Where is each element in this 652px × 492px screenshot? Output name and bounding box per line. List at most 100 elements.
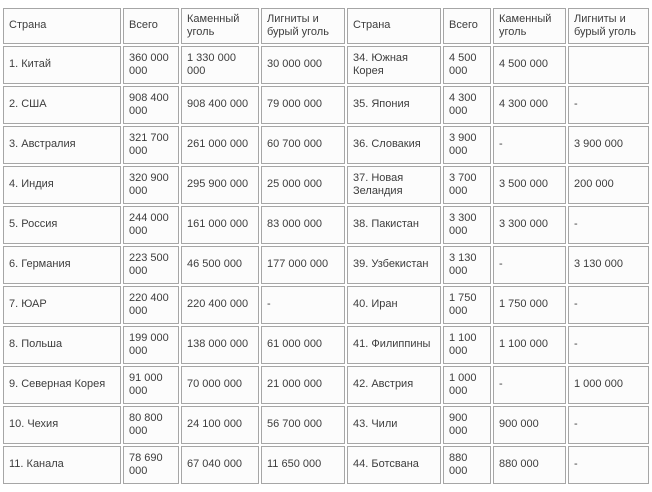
country-cell: 11. Канала xyxy=(3,446,121,484)
lignite-header: Лигниты и бурый уголь xyxy=(261,8,345,44)
lignite-cell: 79 000 000 xyxy=(261,86,345,124)
total-header: Всего xyxy=(123,8,179,44)
country-cell: 3. Австралия xyxy=(3,126,121,164)
lignite-cell: 21 000 000 xyxy=(261,366,345,404)
lignite-cell: 60 700 000 xyxy=(261,126,345,164)
total-cell: 223 500 000 xyxy=(123,246,179,284)
country-cell: 4. Индия xyxy=(3,166,121,204)
lignite-cell: 30 000 000 xyxy=(261,46,345,84)
country-cell: 39. Узбекистан xyxy=(347,246,441,284)
lignite-cell xyxy=(568,46,649,84)
country-cell: 37. Новая Зеландия xyxy=(347,166,441,204)
lignite-cell: 83 000 000 xyxy=(261,206,345,244)
table-row: 6. Германия 223 500 000 46 500 000 177 000 … xyxy=(3,246,649,284)
table-row: 3. Австралия 321 700 000 261 000 000 60 700… xyxy=(3,126,649,164)
country-cell: 1. Китай xyxy=(3,46,121,84)
country-cell: 6. Германия xyxy=(3,246,121,284)
total-cell: 908 400 000 xyxy=(123,86,179,124)
hard-coal-cell: 261 000 000 xyxy=(181,126,259,164)
hard-coal-cell: 138 000 000 xyxy=(181,326,259,364)
total-header: Всего xyxy=(443,8,491,44)
country-cell: 36. Словакия xyxy=(347,126,441,164)
hard-coal-cell: 295 900 000 xyxy=(181,166,259,204)
hard-coal-cell: - xyxy=(493,366,566,404)
country-cell: 42. Австрия xyxy=(347,366,441,404)
table-row: 11. Канала 78 690 000 67 040 000 11 650 000… xyxy=(3,446,649,484)
lignite-cell: - xyxy=(568,286,649,324)
hard-coal-cell: 46 500 000 xyxy=(181,246,259,284)
total-cell: 80 800 000 xyxy=(123,406,179,444)
table-row: 10. Чехия 80 800 000 24 100 000 56 700 000 4… xyxy=(3,406,649,444)
lignite-header: Лигниты и бурый уголь xyxy=(568,8,649,44)
hard-coal-cell: - xyxy=(493,126,566,164)
total-cell: 3 900 000 xyxy=(443,126,491,164)
hard-coal-cell: 67 040 000 xyxy=(181,446,259,484)
lignite-cell: - xyxy=(568,326,649,364)
total-cell: 1 100 000 xyxy=(443,326,491,364)
country-cell: 8. Польша xyxy=(3,326,121,364)
table-row: 1. Китай 360 000 000 1 330 000 000 30 000 0… xyxy=(3,46,649,84)
total-cell: 244 000 000 xyxy=(123,206,179,244)
country-cell: 34. Южная Корея xyxy=(347,46,441,84)
hard-coal-cell: 3 500 000 xyxy=(493,166,566,204)
total-cell: 3 130 000 xyxy=(443,246,491,284)
total-cell: 220 400 000 xyxy=(123,286,179,324)
hard-coal-cell: 880 000 xyxy=(493,446,566,484)
country-cell: 5. Россия xyxy=(3,206,121,244)
country-cell: 10. Чехия xyxy=(3,406,121,444)
header-row: Страна Всего Каменный уголь Лигниты и бурый… xyxy=(3,8,649,44)
lignite-cell: 1 000 000 xyxy=(568,366,649,404)
total-cell: 880 000 xyxy=(443,446,491,484)
lignite-cell: 3 900 000 xyxy=(568,126,649,164)
country-cell: 2. США xyxy=(3,86,121,124)
lignite-cell: 25 000 000 xyxy=(261,166,345,204)
country-cell: 7. ЮАР xyxy=(3,286,121,324)
total-cell: 4 300 000 xyxy=(443,86,491,124)
total-cell: 1 000 000 xyxy=(443,366,491,404)
lignite-cell: - xyxy=(568,86,649,124)
hard-coal-header: Каменный уголь xyxy=(181,8,259,44)
hard-coal-cell: 24 100 000 xyxy=(181,406,259,444)
total-cell: 91 000 000 xyxy=(123,366,179,404)
lignite-cell: 177 000 000 xyxy=(261,246,345,284)
lignite-cell: - xyxy=(568,206,649,244)
table-row: 5. Россия 244 000 000 161 000 000 83 000 00… xyxy=(3,206,649,244)
total-cell: 3 300 000 xyxy=(443,206,491,244)
table-row: 8. Польша 199 000 000 138 000 000 61 000 00… xyxy=(3,326,649,364)
hard-coal-cell: 1 330 000 000 xyxy=(181,46,259,84)
table-row: 7. ЮАР 220 400 000 220 400 000-40. Иран 1 7… xyxy=(3,286,649,324)
lignite-cell: - xyxy=(568,446,649,484)
lignite-cell: 61 000 000 xyxy=(261,326,345,364)
country-cell: 43. Чили xyxy=(347,406,441,444)
hard-coal-cell: - xyxy=(493,246,566,284)
hard-coal-cell: 1 100 000 xyxy=(493,326,566,364)
coal-production-table: Страна Всего Каменный уголь Лигниты и бурый… xyxy=(1,6,651,486)
hard-coal-cell: 4 500 000 xyxy=(493,46,566,84)
country-cell: 35. Япония xyxy=(347,86,441,124)
total-cell: 900 000 xyxy=(443,406,491,444)
table-row: 9. Северная Корея 91 000 000 70 000 000 21 … xyxy=(3,366,649,404)
country-cell: 40. Иран xyxy=(347,286,441,324)
country-cell: 44. Ботсвана xyxy=(347,446,441,484)
lignite-cell: 3 130 000 xyxy=(568,246,649,284)
total-cell: 1 750 000 xyxy=(443,286,491,324)
hard-coal-header: Каменный уголь xyxy=(493,8,566,44)
hard-coal-cell: 1 750 000 xyxy=(493,286,566,324)
total-cell: 360 000 000 xyxy=(123,46,179,84)
total-cell: 4 500 000 xyxy=(443,46,491,84)
country-cell: 41. Филиппины xyxy=(347,326,441,364)
total-cell: 3 700 000 xyxy=(443,166,491,204)
country-header: Страна xyxy=(347,8,441,44)
lignite-cell: 56 700 000 xyxy=(261,406,345,444)
lignite-cell: - xyxy=(568,406,649,444)
hard-coal-cell: 4 300 000 xyxy=(493,86,566,124)
hard-coal-cell: 3 300 000 xyxy=(493,206,566,244)
lignite-cell: 200 000 xyxy=(568,166,649,204)
country-cell: 38. Пакистан xyxy=(347,206,441,244)
table-row: 4. Индия 320 900 000 295 900 000 25 000 000… xyxy=(3,166,649,204)
hard-coal-cell: 70 000 000 xyxy=(181,366,259,404)
lignite-cell: - xyxy=(261,286,345,324)
lignite-cell: 11 650 000 xyxy=(261,446,345,484)
hard-coal-cell: 161 000 000 xyxy=(181,206,259,244)
